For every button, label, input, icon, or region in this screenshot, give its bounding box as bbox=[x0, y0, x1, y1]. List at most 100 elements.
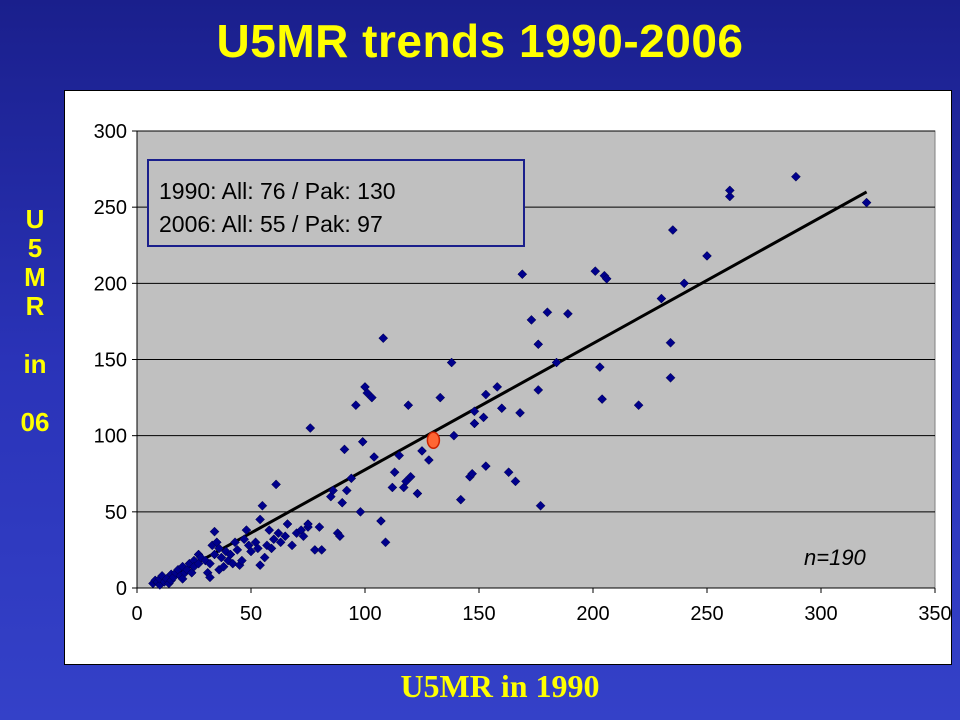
data-point bbox=[266, 543, 277, 554]
data-point bbox=[237, 555, 247, 566]
data-point bbox=[563, 308, 573, 319]
y-tick-label: 250 bbox=[94, 197, 127, 219]
x-tick-label: 150 bbox=[462, 603, 495, 625]
data-point bbox=[369, 452, 379, 462]
data-point bbox=[337, 497, 348, 508]
data-point bbox=[455, 494, 466, 505]
y-axis-label-spacer bbox=[10, 379, 60, 408]
data-point bbox=[264, 525, 275, 535]
data-point bbox=[227, 558, 238, 569]
y-tick-label: 200 bbox=[94, 273, 127, 295]
x-tick-label: 250 bbox=[690, 603, 723, 625]
data-point bbox=[387, 482, 398, 493]
y-axis-label: U 5 M R in 06 bbox=[10, 205, 60, 437]
data-point bbox=[232, 545, 243, 555]
data-point bbox=[357, 436, 368, 447]
data-point bbox=[239, 534, 250, 545]
data-point bbox=[633, 400, 644, 411]
data-point bbox=[341, 485, 352, 496]
data-point bbox=[667, 225, 678, 235]
data-point bbox=[469, 406, 480, 417]
data-point bbox=[252, 543, 263, 554]
annotation-box: 1990: All: 76 / Pak: 130 2006: All: 55 /… bbox=[147, 159, 525, 247]
data-point bbox=[209, 526, 220, 537]
data-point bbox=[533, 385, 544, 395]
data-point bbox=[861, 197, 872, 208]
data-point bbox=[214, 543, 224, 554]
data-point bbox=[282, 519, 293, 529]
data-point bbox=[791, 171, 801, 182]
data-point bbox=[309, 545, 320, 555]
data-point bbox=[417, 446, 427, 456]
data-point bbox=[412, 488, 423, 499]
y-tick-label: 300 bbox=[94, 121, 127, 143]
sample-size-label: n=190 bbox=[804, 545, 866, 570]
slide-title: U5MR trends 1990-2006 bbox=[216, 15, 744, 67]
data-point bbox=[225, 549, 236, 560]
data-point bbox=[366, 392, 377, 403]
data-point bbox=[478, 412, 489, 423]
data-point bbox=[205, 558, 215, 569]
data-point bbox=[480, 461, 491, 471]
annotation-line-2006: 2006: All: 55 / Pak: 97 bbox=[159, 211, 383, 237]
data-point bbox=[542, 307, 553, 318]
data-point bbox=[280, 531, 291, 542]
data-point bbox=[656, 293, 667, 304]
data-point bbox=[601, 273, 612, 284]
data-point bbox=[679, 278, 690, 289]
data-point bbox=[259, 552, 270, 563]
data-point bbox=[255, 514, 265, 525]
data-point bbox=[216, 552, 227, 563]
data-point bbox=[339, 444, 350, 455]
highlight-point bbox=[426, 431, 441, 449]
x-tick-label: 50 bbox=[240, 603, 262, 625]
data-point bbox=[590, 266, 601, 277]
y-axis-label-char: M bbox=[24, 262, 46, 292]
data-point bbox=[449, 430, 459, 441]
y-axis-label-char: 06 bbox=[20, 407, 50, 437]
data-point bbox=[503, 467, 514, 478]
y-axis-label-char: 5 bbox=[27, 233, 43, 263]
data-point bbox=[346, 473, 357, 484]
data-point bbox=[351, 400, 361, 411]
data-point bbox=[255, 560, 265, 571]
data-point bbox=[405, 471, 416, 482]
data-point bbox=[328, 485, 338, 496]
data-point bbox=[551, 357, 562, 368]
data-point bbox=[298, 531, 309, 542]
data-point bbox=[480, 389, 491, 400]
x-tick-label: 0 bbox=[131, 603, 142, 625]
y-tick-label: 100 bbox=[94, 426, 127, 448]
data-point bbox=[446, 357, 457, 368]
data-point bbox=[205, 572, 215, 583]
data-point bbox=[268, 534, 279, 545]
x-axis-label: U5MR in 1990 bbox=[400, 668, 600, 704]
data-point bbox=[246, 546, 256, 557]
y-tick-label: 0 bbox=[116, 578, 127, 600]
annotation-line-1990: 1990: All: 76 / Pak: 130 bbox=[159, 178, 396, 204]
data-point bbox=[394, 450, 405, 461]
data-point bbox=[314, 522, 325, 532]
data-point bbox=[435, 392, 446, 403]
data-point bbox=[594, 362, 605, 372]
data-point bbox=[380, 537, 391, 548]
y-axis-label-char: in bbox=[23, 349, 47, 379]
data-point bbox=[287, 540, 297, 551]
y-axis-label-spacer bbox=[10, 321, 60, 350]
data-point bbox=[273, 528, 284, 539]
y-axis-label-char: U bbox=[25, 204, 45, 234]
data-point bbox=[271, 479, 281, 490]
data-point bbox=[209, 549, 220, 560]
y-tick-label: 150 bbox=[94, 350, 127, 372]
data-point bbox=[724, 191, 735, 202]
data-point bbox=[665, 337, 676, 348]
data-point bbox=[376, 516, 386, 526]
data-point bbox=[469, 418, 480, 429]
data-point bbox=[218, 561, 229, 572]
data-point bbox=[389, 467, 400, 478]
data-point bbox=[403, 400, 414, 411]
data-point bbox=[423, 455, 434, 465]
data-point bbox=[467, 468, 478, 479]
data-point bbox=[496, 403, 507, 414]
data-point bbox=[702, 251, 712, 261]
